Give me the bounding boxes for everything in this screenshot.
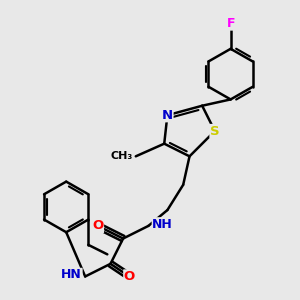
Text: F: F xyxy=(226,17,235,30)
Text: O: O xyxy=(124,270,135,283)
Text: CH₃: CH₃ xyxy=(110,151,133,161)
Text: NH: NH xyxy=(152,218,173,231)
Text: S: S xyxy=(210,124,220,137)
Text: O: O xyxy=(92,219,103,232)
Text: N: N xyxy=(162,109,173,122)
Text: HN: HN xyxy=(61,268,82,281)
